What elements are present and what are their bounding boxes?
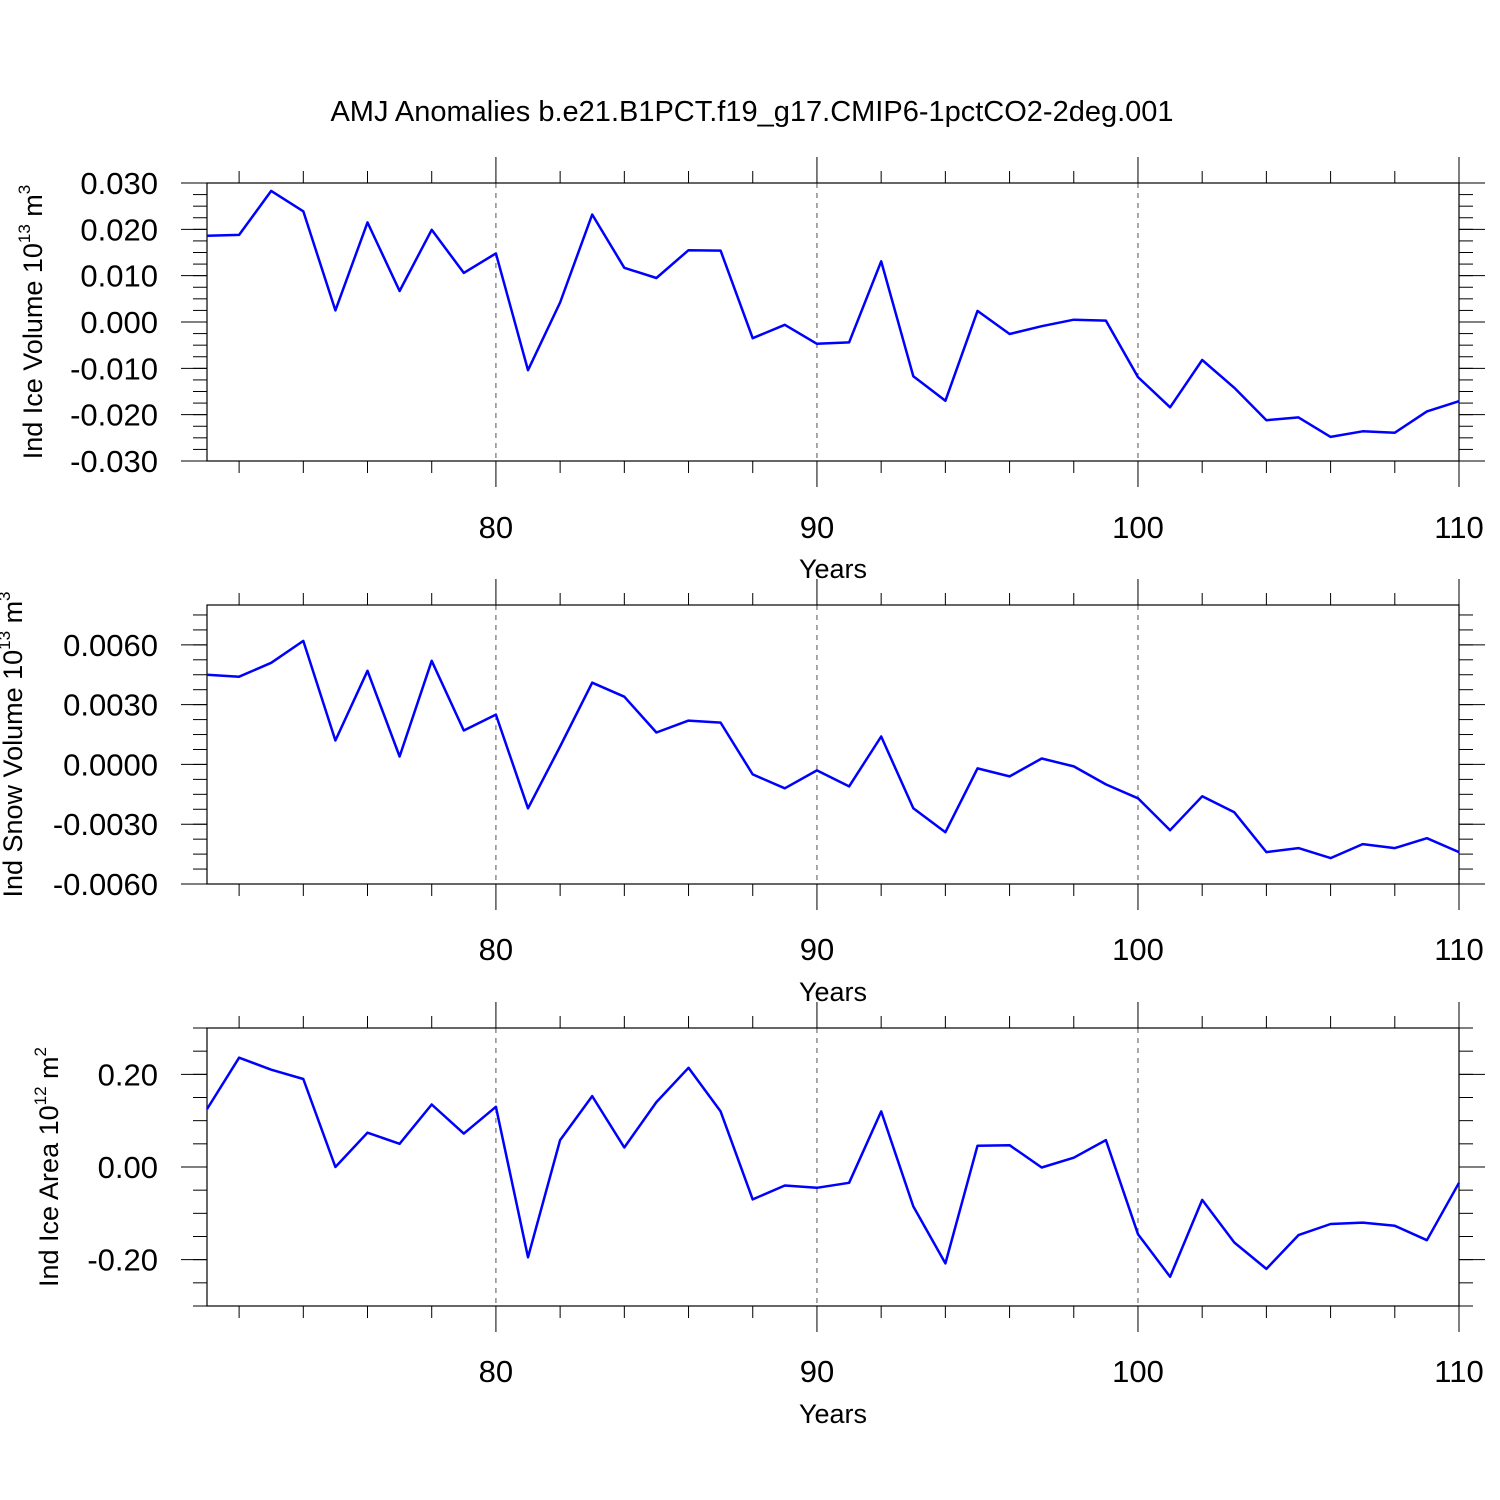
y-axis-label-exponent: 13 xyxy=(15,224,34,243)
y-tick-label: 0.010 xyxy=(80,259,158,294)
y-tick-label: -0.030 xyxy=(70,444,158,479)
x-tick-label: 110 xyxy=(1434,510,1483,545)
y-axis-label: Ind Snow Volume 1013 m3 xyxy=(0,591,28,897)
figure-title: AMJ Anomalies b.e21.B1PCT.f19_g17.CMIP6-… xyxy=(330,96,1173,128)
y-axis-label-exponent: 12 xyxy=(31,1086,50,1105)
y-tick-label: 0.030 xyxy=(80,166,158,201)
x-tick-label: 90 xyxy=(800,932,834,967)
y-axis-label-text: m xyxy=(0,601,28,631)
y-axis-label-text: Ind Snow Volume 10 xyxy=(0,650,28,898)
x-tick-label: 80 xyxy=(479,510,513,545)
panel-1: 80 90 100 110 -0.030 -0.020 -0.010 0.000 0.010 0.… xyxy=(15,157,1485,584)
y-axis-label-exponent: 3 xyxy=(0,591,14,600)
x-axis-label: Years xyxy=(799,554,867,584)
y-tick-label: 0.000 xyxy=(80,305,158,340)
y-axis-label: Ind Ice Area 1012 m2 xyxy=(31,1047,64,1287)
y-tick-label: 0.020 xyxy=(80,212,158,247)
y-axis-label-text: Ind Ice Volume 10 xyxy=(18,243,48,459)
y-tick-label: -0.0030 xyxy=(53,807,158,842)
y-tick-label: 0.0030 xyxy=(63,688,158,723)
plot-frame xyxy=(206,604,1460,885)
y-tick-label: 0.0060 xyxy=(63,628,158,663)
x-axis-label: Years xyxy=(799,977,867,1007)
series-line xyxy=(206,639,1460,860)
y-axis-label-exponent: 2 xyxy=(31,1047,50,1056)
x-axis-label: Years xyxy=(799,1399,867,1429)
y-axis-label-exponent: 13 xyxy=(0,631,14,650)
x-tick-label: 100 xyxy=(1112,1354,1164,1389)
series-line xyxy=(206,189,1460,439)
x-tick-label: 80 xyxy=(479,1354,513,1389)
x-tick-label: 100 xyxy=(1112,510,1164,545)
x-tick-label: 90 xyxy=(800,510,834,545)
y-axis-label: Ind Ice Volume 1013 m3 xyxy=(15,185,48,460)
y-tick-label: -0.020 xyxy=(70,398,158,433)
y-tick-label: -0.20 xyxy=(87,1243,158,1278)
y-axis-label-exponent: 3 xyxy=(15,185,34,194)
y-tick-label: 0.0000 xyxy=(63,747,158,782)
y-tick-label: 0.20 xyxy=(98,1057,158,1092)
y-axis-label-text: m xyxy=(18,194,48,224)
y-axis-label-text: Ind Ice Area 10 xyxy=(34,1105,64,1287)
x-tick-label: 80 xyxy=(479,932,513,967)
panel-2: 80 90 100 110 -0.0060 -0.0030 0.0000 0.0030 0.00… xyxy=(0,579,1485,1007)
series-line xyxy=(205,1056,1461,1279)
y-tick-label: -0.010 xyxy=(70,351,158,386)
x-tick-label: 90 xyxy=(800,1354,834,1389)
x-tick-label: 110 xyxy=(1434,1354,1483,1389)
panels: 80 90 100 110 -0.030 -0.020 -0.010 0.000 0.010 0.… xyxy=(0,157,1485,1429)
x-tick-label: 110 xyxy=(1434,932,1483,967)
y-tick-label: -0.0060 xyxy=(53,867,158,902)
x-tick-label: 100 xyxy=(1112,932,1164,967)
y-tick-label: 0.00 xyxy=(98,1150,158,1185)
y-axis-label-text: m xyxy=(34,1056,64,1086)
panel-3: 80 90 100 110 -0.20 0.00 0.20 Ind Ice Area 1012… xyxy=(31,1002,1485,1429)
